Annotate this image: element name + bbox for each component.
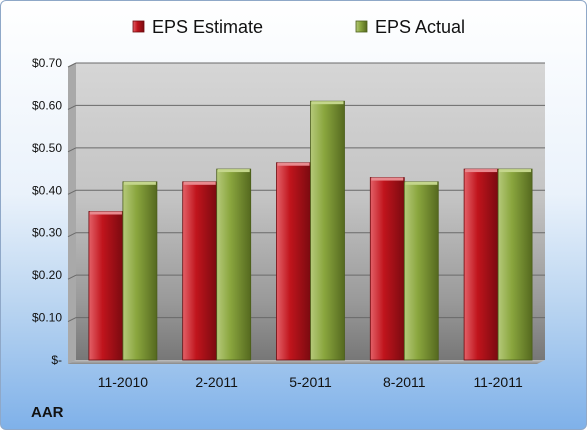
y-tick-label: $0.50 bbox=[32, 141, 62, 155]
gridline-side bbox=[67, 147, 77, 153]
bar-eps-estimate bbox=[276, 162, 311, 361]
legend-label: EPS Actual bbox=[375, 17, 465, 37]
company-label: AAR bbox=[31, 404, 64, 421]
plot-floor bbox=[68, 360, 545, 364]
gridline-side bbox=[67, 274, 77, 280]
bar-eps-actual bbox=[403, 181, 439, 361]
legend: EPS Estimate EPS Actual bbox=[132, 17, 465, 37]
side-wall bbox=[68, 63, 76, 364]
x-axis: 11-2010 2-2011 5-2011 8-2011 11-2011 bbox=[98, 374, 523, 390]
bar-top-highlight bbox=[465, 169, 498, 173]
bar-top-highlight bbox=[123, 181, 156, 185]
y-tick-label: $0.30 bbox=[32, 226, 62, 240]
y-tick-label: $0.60 bbox=[32, 98, 62, 112]
x-tick-label: 11-2010 bbox=[98, 374, 149, 390]
bar-eps-estimate bbox=[88, 211, 124, 361]
y-tick-label: $0.70 bbox=[32, 56, 62, 70]
x-tick-label: 5-2011 bbox=[289, 374, 332, 390]
bar-eps-estimate bbox=[463, 168, 499, 361]
legend-label: EPS Estimate bbox=[152, 17, 263, 37]
y-tick-label: $0.10 bbox=[32, 311, 62, 325]
x-tick-label: 8-2011 bbox=[383, 374, 426, 390]
gridline-side bbox=[67, 104, 77, 110]
bar-top-highlight bbox=[405, 181, 438, 185]
bar-top-highlight bbox=[89, 211, 122, 215]
y-tick-label: $0.40 bbox=[32, 183, 62, 197]
bar-top-highlight bbox=[311, 101, 344, 105]
gridline-side bbox=[67, 232, 77, 238]
y-axis: $- $0.10 $0.20 $0.30 $0.40 $0.50 $0.60 $0.70 bbox=[32, 56, 62, 367]
bar-eps-estimate bbox=[182, 181, 218, 361]
gridline-side bbox=[67, 317, 77, 323]
bar-eps-estimate bbox=[369, 177, 405, 361]
y-tick-label: $- bbox=[51, 353, 62, 367]
y-tick-label: $0.20 bbox=[32, 268, 62, 282]
bar-top-highlight bbox=[277, 162, 310, 166]
bar-top-highlight bbox=[183, 181, 216, 185]
bar-top-highlight bbox=[499, 169, 532, 173]
x-tick-label: 11-2011 bbox=[473, 374, 523, 390]
x-tick-label: 2-2011 bbox=[195, 374, 238, 390]
gridline-side bbox=[67, 189, 77, 195]
bar-top-highlight bbox=[217, 169, 250, 173]
legend-swatch bbox=[132, 20, 145, 33]
bar-top-highlight bbox=[371, 177, 404, 181]
legend-swatch bbox=[355, 20, 368, 33]
bar-eps-actual bbox=[122, 181, 158, 361]
bars bbox=[88, 100, 533, 361]
gridline-side bbox=[67, 62, 77, 68]
bar-eps-actual bbox=[497, 168, 533, 361]
bar-eps-actual bbox=[310, 100, 345, 361]
bar-eps-actual bbox=[216, 168, 252, 361]
